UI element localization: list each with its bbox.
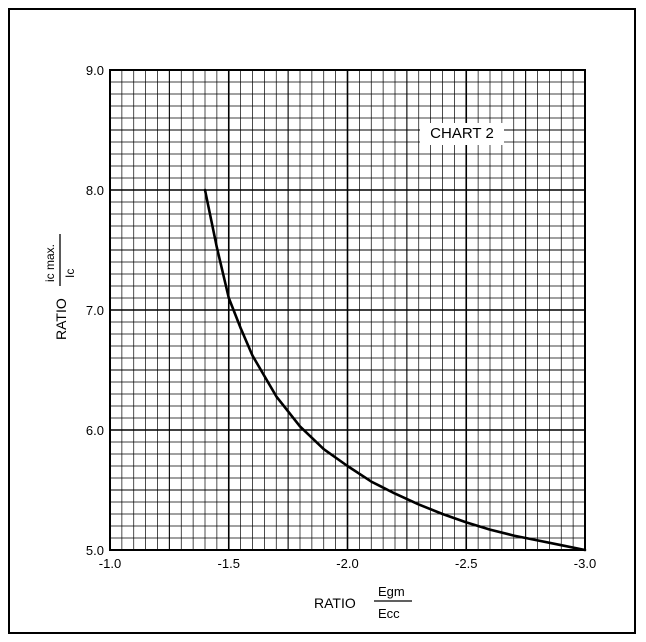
plot-border bbox=[109, 69, 586, 551]
y-tick-label: 7.0 bbox=[86, 303, 104, 318]
series-curve bbox=[203, 188, 587, 552]
chart-title: CHART 2 bbox=[430, 125, 494, 142]
y-tick-label: 5.0 bbox=[86, 543, 104, 558]
chart-frame bbox=[8, 8, 636, 634]
x-axis-numerator: Egm bbox=[378, 584, 405, 599]
tick-labels: -1.0 -1.5 -2.0 -2.5 -3.0 5.0 6.0 7.0 8.0 9.0 bbox=[86, 63, 596, 571]
y-axis-numerator: ic max. bbox=[43, 244, 57, 282]
title-background bbox=[420, 123, 504, 145]
x-tick-label: -2.0 bbox=[336, 556, 358, 571]
x-tick-label: -3.0 bbox=[574, 556, 596, 571]
x-axis-prefix: RATIO bbox=[314, 595, 356, 611]
y-axis-prefix: RATIO bbox=[53, 298, 69, 340]
major-grid bbox=[110, 70, 585, 550]
series-line bbox=[203, 188, 587, 552]
y-tick-label: 8.0 bbox=[86, 183, 104, 198]
x-tick-label: -1.0 bbox=[99, 556, 121, 571]
x-tick-label: -1.5 bbox=[218, 556, 240, 571]
y-axis-denominator: Ic bbox=[63, 269, 77, 278]
y-tick-label: 9.0 bbox=[86, 63, 104, 78]
y-tick-label: 6.0 bbox=[86, 423, 104, 438]
x-tick-label: -2.5 bbox=[455, 556, 477, 571]
x-axis-denominator: Ecc bbox=[378, 606, 400, 621]
